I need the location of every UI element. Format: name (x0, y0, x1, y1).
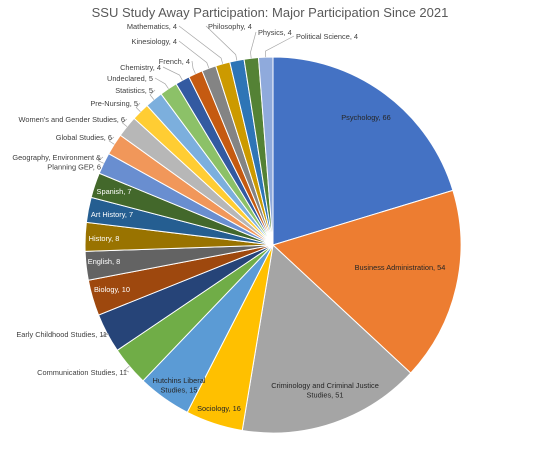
data-label-psychology: Psychology, 66 (341, 113, 391, 122)
leader-line (250, 31, 257, 59)
data-label-pre-nursing: Pre-Nursing, 5 (90, 99, 138, 108)
data-label-early-childhood-studies: Early Childhood Studies, 11 (16, 330, 107, 339)
data-label-undeclared: Undeclared, 5 (107, 74, 153, 83)
leader-line (178, 40, 210, 69)
data-label-physics: Physics, 4 (258, 28, 292, 37)
leader-line (205, 25, 238, 61)
leader-line (135, 102, 141, 112)
data-label-kinesiology: Kinesiology, 4 (132, 37, 177, 46)
chart-title: SSU Study Away Participation: Major Part… (92, 5, 449, 20)
leader-line (108, 136, 115, 145)
data-label-spanish: Spanish, 7 (97, 187, 132, 196)
data-label-geography-environment-planning-gep: Geography, Environment & Planning GEP, 6 (12, 153, 101, 172)
data-label-french: French, 4 (159, 57, 190, 66)
leader-lines (97, 25, 295, 373)
data-label-statistics: Statistics, 5 (115, 86, 153, 95)
leader-line (191, 60, 196, 74)
data-label-english: English, 8 (88, 257, 120, 266)
data-labels: Psychology, 66 Business Administration, 5… (12, 22, 445, 413)
data-label-criminology-and-criminal-justice-studies: Criminology and Criminal Justice Studies,… (271, 381, 379, 400)
leader-line (101, 332, 110, 337)
leader-line (162, 66, 183, 81)
pie-slice-psychology (272, 56, 454, 246)
pie-slice-business-administration (272, 189, 462, 374)
leader-line (265, 35, 295, 58)
leader-line (154, 77, 169, 89)
data-label-hutchins-liberal-studies: Hutchins Liberal Studies, 15 (153, 376, 206, 395)
leader-line (149, 89, 156, 100)
data-label-history: History, 8 (89, 234, 120, 243)
data-label-mathematics: Mathematics, 4 (127, 22, 177, 31)
leader-line (178, 25, 224, 64)
leader-line (124, 365, 130, 373)
data-label-political-science: Political Science, 4 (296, 32, 358, 41)
data-label-philosophy: Philosophy, 4 (208, 22, 252, 31)
data-label-chemistry: Chemistry, 4 (120, 63, 161, 72)
pie-slices (84, 56, 462, 434)
data-label-business-administration: Business Administration, 54 (355, 263, 446, 272)
data-label-sociology: Sociology, 16 (197, 404, 241, 413)
data-label-communication-studies: Communication Studies, 11 (37, 368, 127, 377)
data-label-art-history: Art History, 7 (91, 210, 133, 219)
leader-line (97, 156, 104, 164)
leader-line (121, 118, 128, 127)
data-label-biology: Biology, 10 (94, 285, 130, 294)
pie-slice-political-science (257, 56, 274, 246)
pie-slice-criminology-and-criminal-justice-studies (241, 244, 412, 434)
data-label-women-s-and-gender-studies: Women's and Gender Studies, 6 (19, 115, 125, 124)
data-label-global-studies: Global Studies, 6 (56, 133, 112, 142)
